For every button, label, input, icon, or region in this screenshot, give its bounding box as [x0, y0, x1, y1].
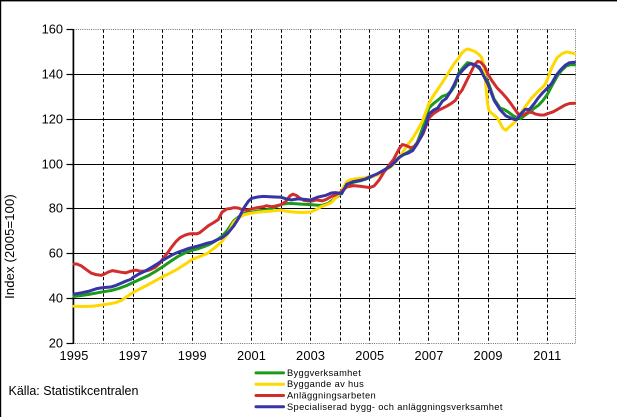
- svg-text:Anläggningsarbeten: Anläggningsarbeten: [287, 391, 376, 401]
- svg-text:1997: 1997: [119, 348, 148, 363]
- svg-text:Byggverksamhet: Byggverksamhet: [287, 368, 361, 378]
- svg-text:1999: 1999: [178, 348, 207, 363]
- svg-text:1995: 1995: [59, 348, 88, 363]
- svg-text:80: 80: [49, 201, 63, 216]
- svg-text:100: 100: [42, 157, 63, 172]
- svg-text:Byggande av hus: Byggande av hus: [287, 379, 364, 389]
- svg-text:Källa: Statistikcentralen: Källa: Statistikcentralen: [9, 384, 139, 398]
- svg-text:2003: 2003: [296, 348, 325, 363]
- svg-text:2011: 2011: [533, 348, 561, 363]
- svg-text:60: 60: [49, 246, 63, 261]
- svg-text:140: 140: [42, 67, 63, 82]
- svg-text:2007: 2007: [414, 348, 443, 363]
- svg-text:2005: 2005: [355, 348, 384, 363]
- svg-text:2001: 2001: [237, 348, 266, 363]
- svg-text:20: 20: [49, 336, 63, 351]
- svg-text:120: 120: [42, 112, 63, 127]
- svg-text:160: 160: [42, 22, 63, 37]
- svg-text:2009: 2009: [474, 348, 503, 363]
- svg-text:40: 40: [49, 291, 63, 306]
- svg-text:Index (2005=100): Index (2005=100): [2, 194, 17, 299]
- svg-text:Specialiserad bygg- och anlägg: Specialiserad bygg- och anläggningsverks…: [287, 402, 503, 412]
